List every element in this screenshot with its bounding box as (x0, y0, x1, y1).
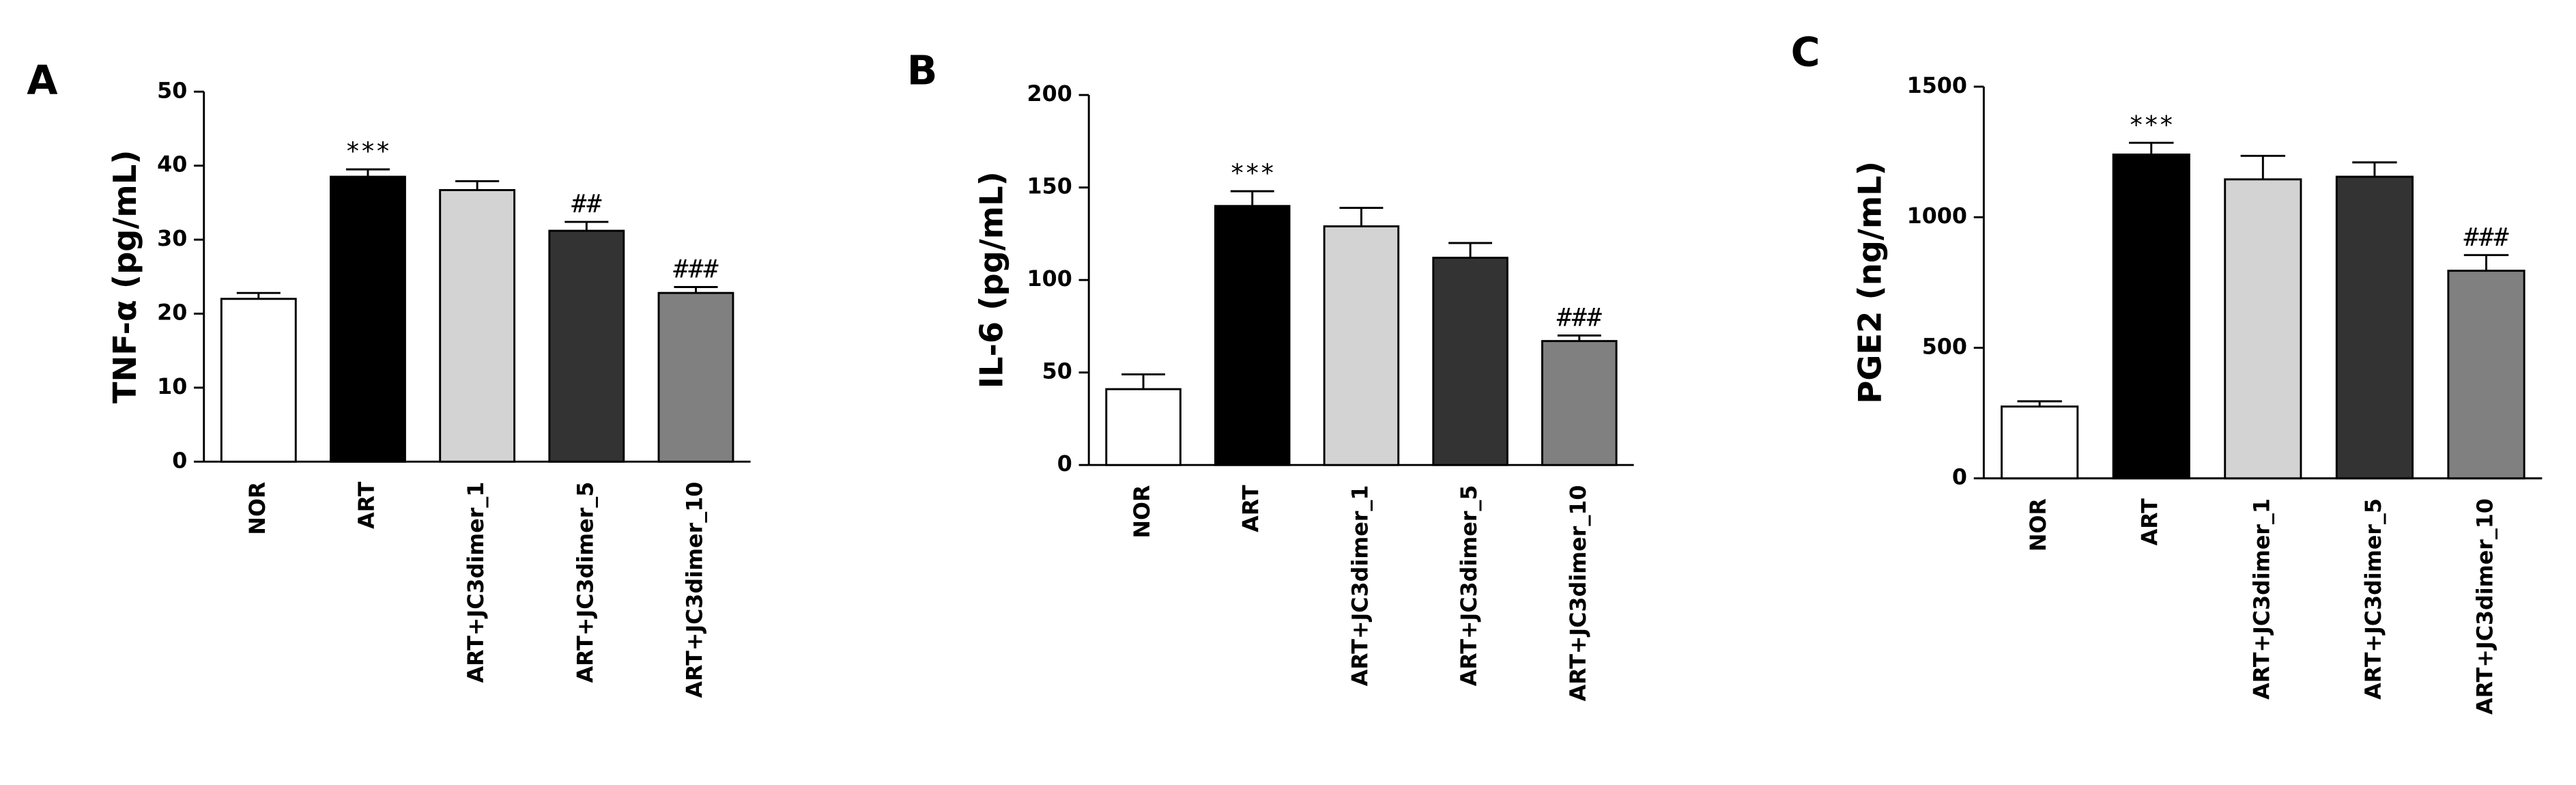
error-bar (1339, 207, 1384, 227)
significance-label: ### (673, 255, 718, 284)
x-tick-label: ART+JC3dimer_5 (2362, 498, 2386, 700)
y-tick-label: 0 (1057, 452, 1072, 476)
error-bar (345, 168, 390, 177)
error-bar (236, 291, 281, 299)
x-tick-label: NOR (1130, 485, 1155, 539)
error-bar (2017, 400, 2062, 407)
y-tick-label: 100 (1027, 267, 1072, 291)
y-tick-label: 500 (1922, 334, 1967, 359)
error-bar (1448, 242, 1493, 258)
x-tick-label: NOR (246, 482, 270, 535)
error-bar (455, 180, 500, 190)
x-tick-label: ART+JC3dimer_5 (1457, 485, 1482, 687)
significance-label: ## (571, 189, 601, 218)
x-tick-label: ART+JC3dimer_10 (1566, 485, 1591, 702)
x-tick-label: ART+JC3dimer_1 (464, 482, 489, 683)
bar (439, 189, 516, 463)
y-axis-label: TNF-α (pg/mL) (106, 150, 143, 404)
panel-label: A (27, 57, 58, 104)
panel-label: C (1791, 29, 1820, 76)
significance-label: ### (2463, 223, 2508, 252)
y-axis-label: IL-6 (pg/mL) (973, 171, 1010, 388)
x-tick-label: ART+JC3dimer_1 (2250, 498, 2274, 700)
error-bar (1230, 190, 1274, 206)
y-tick-label: 200 (1027, 82, 1072, 106)
y-tick-label: 50 (157, 78, 187, 103)
y-tick-label: 30 (157, 227, 187, 251)
y-tick-label: 150 (1027, 175, 1072, 199)
error-bar (2352, 161, 2397, 177)
bar (2447, 270, 2525, 480)
significance-label: *** (2129, 110, 2174, 139)
significance-label: *** (345, 137, 390, 166)
y-tick-label: 10 (157, 375, 187, 399)
bar (330, 175, 406, 463)
y-tick-label: 40 (157, 153, 187, 177)
x-tick-label: ART (2138, 498, 2163, 546)
y-axis-label: PGE2 (ng/mL) (1851, 161, 1888, 404)
error-bar (2240, 154, 2286, 180)
bar (1432, 257, 1508, 466)
significance-label: *** (1230, 158, 1275, 188)
error-bar (2129, 141, 2174, 155)
error-bar (564, 220, 609, 231)
x-tick-label: NOR (2027, 498, 2051, 552)
y-tick-label: 50 (1042, 360, 1072, 384)
y-tick-label: 0 (1952, 466, 1967, 490)
y-tick-label: 1500 (1907, 74, 1967, 98)
y-tick-label: 0 (172, 448, 187, 473)
error-bar (1557, 334, 1601, 341)
bar (1214, 205, 1291, 466)
significance-label: ### (1557, 303, 1602, 332)
bar (220, 298, 297, 463)
error-bar (674, 286, 718, 294)
x-tick-label: ART+JC3dimer_1 (1348, 485, 1373, 687)
bar (1541, 340, 1618, 466)
error-bar (1121, 373, 1166, 390)
bar (2335, 175, 2414, 480)
x-tick-label: ART+JC3dimer_5 (573, 482, 598, 683)
x-tick-label: ART+JC3dimer_10 (683, 482, 707, 698)
bar (1323, 225, 1400, 466)
bar (2112, 153, 2190, 480)
x-tick-label: ART (355, 481, 380, 529)
bar (2001, 405, 2079, 480)
bar (548, 229, 625, 463)
panel-label: B (907, 48, 938, 94)
bar (657, 291, 734, 463)
bar (1105, 388, 1182, 466)
x-tick-label: ART+JC3dimer_10 (2474, 498, 2498, 715)
x-tick-label: ART (1240, 485, 1264, 532)
bar (2224, 178, 2302, 480)
error-bar (2463, 254, 2509, 271)
y-tick-label: 1000 (1907, 204, 1967, 229)
y-tick-label: 20 (157, 301, 187, 326)
